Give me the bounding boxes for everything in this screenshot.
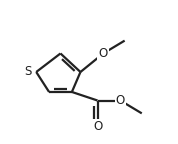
Text: O: O <box>93 120 102 133</box>
Text: O: O <box>99 47 108 60</box>
Text: O: O <box>116 94 125 107</box>
Text: S: S <box>25 66 32 78</box>
